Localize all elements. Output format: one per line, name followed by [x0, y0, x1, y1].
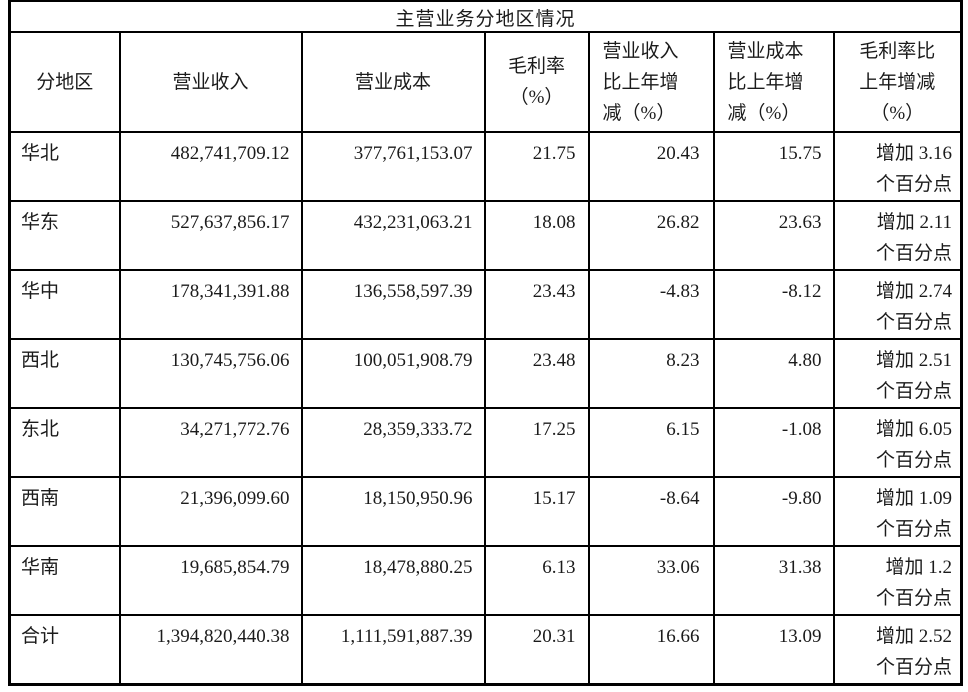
cell-region: 合计: [8, 614, 121, 686]
cell-revenue: 34,271,772.76: [118, 407, 303, 478]
cell-cost_change: 23.63: [712, 200, 835, 271]
cell-margin: 23.48: [483, 338, 590, 409]
cell-revenue_change: 33.06: [587, 545, 715, 616]
cell-revenue: 482,741,709.12: [118, 131, 303, 202]
cell-margin: 15.17: [483, 476, 590, 547]
col-header-margin: 毛利率 （%）: [483, 31, 590, 133]
cell-margin_change: 增加 2.52 个百分点: [832, 614, 963, 686]
col-header-margin-change: 毛利率比 上年增减 （%）: [832, 31, 963, 133]
cell-revenue: 178,341,391.88: [118, 269, 303, 340]
table-row: 合计 1,394,820,440.38 1,111,591,887.39 20.31 1…: [8, 614, 963, 686]
table-title: 主营业务分地区情况: [8, 0, 963, 33]
header-row: 分地区 营业收入 营业成本 毛利率 （%） 营业收入 比上年增 减（%） 营业成…: [8, 31, 963, 133]
region-breakdown-table: 主营业务分地区情况 分地区 营业收入 营业成本 毛利率 （%） 营业收入 比上年…: [8, 0, 964, 686]
cell-region: 西南: [8, 476, 121, 547]
cell-cost: 28,359,333.72: [300, 407, 486, 478]
cell-margin: 6.13: [483, 545, 590, 616]
table-row: 华南 19,685,854.79 18,478,880.25 6.13 33.06 31.…: [8, 545, 963, 616]
cell-region: 华北: [8, 131, 121, 202]
table-body: 华北 482,741,709.12 377,761,153.07 21.75 20.43…: [8, 131, 963, 686]
cell-margin_change: 增加 3.16 个百分点: [832, 131, 963, 202]
cell-margin: 20.31: [483, 614, 590, 686]
cell-cost: 432,231,063.21: [300, 200, 486, 271]
table-row: 华中 178,341,391.88 136,558,597.39 23.43 -4.83…: [8, 269, 963, 340]
cell-revenue_change: 8.23: [587, 338, 715, 409]
cell-region: 华中: [8, 269, 121, 340]
cell-region: 东北: [8, 407, 121, 478]
cell-cost: 377,761,153.07: [300, 131, 486, 202]
cell-cost: 18,150,950.96: [300, 476, 486, 547]
cell-cost_change: -9.80: [712, 476, 835, 547]
cell-revenue_change: 16.66: [587, 614, 715, 686]
cell-cost: 100,051,908.79: [300, 338, 486, 409]
cell-revenue_change: -8.64: [587, 476, 715, 547]
col-header-revenue: 营业收入: [118, 31, 303, 133]
col-header-revenue-change: 营业收入 比上年增 减（%）: [587, 31, 715, 133]
title-row: 主营业务分地区情况: [8, 0, 963, 33]
table-row: 华北 482,741,709.12 377,761,153.07 21.75 20.43…: [8, 131, 963, 202]
cell-margin_change: 增加 1.09 个百分点: [832, 476, 963, 547]
cell-margin_change: 增加 2.74 个百分点: [832, 269, 963, 340]
cell-cost: 1,111,591,887.39: [300, 614, 486, 686]
cell-cost: 136,558,597.39: [300, 269, 486, 340]
table-row: 西北 130,745,756.06 100,051,908.79 23.48 8.23 4…: [8, 338, 963, 409]
col-header-region: 分地区: [8, 31, 121, 133]
cell-revenue: 21,396,099.60: [118, 476, 303, 547]
cell-revenue: 527,637,856.17: [118, 200, 303, 271]
cell-revenue: 130,745,756.06: [118, 338, 303, 409]
cell-region: 西北: [8, 338, 121, 409]
table-row: 西南 21,396,099.60 18,150,950.96 15.17 -8.64 -9…: [8, 476, 963, 547]
cell-margin: 18.08: [483, 200, 590, 271]
cell-margin: 23.43: [483, 269, 590, 340]
cell-revenue: 19,685,854.79: [118, 545, 303, 616]
cell-revenue_change: 26.82: [587, 200, 715, 271]
cell-cost_change: 4.80: [712, 338, 835, 409]
cell-revenue_change: 6.15: [587, 407, 715, 478]
cell-cost: 18,478,880.25: [300, 545, 486, 616]
cell-region: 华东: [8, 200, 121, 271]
cell-cost_change: 13.09: [712, 614, 835, 686]
cell-margin_change: 增加 1.2 个百分点: [832, 545, 963, 616]
cell-margin_change: 增加 2.51 个百分点: [832, 338, 963, 409]
table-row: 东北 34,271,772.76 28,359,333.72 17.25 6.15 -1.…: [8, 407, 963, 478]
col-header-cost-change: 营业成本 比上年增 减（%）: [712, 31, 835, 133]
cell-margin_change: 增加 6.05 个百分点: [832, 407, 963, 478]
col-header-cost: 营业成本: [300, 31, 486, 133]
cell-revenue_change: -4.83: [587, 269, 715, 340]
cell-cost_change: -1.08: [712, 407, 835, 478]
cell-revenue_change: 20.43: [587, 131, 715, 202]
cell-cost_change: 31.38: [712, 545, 835, 616]
cell-cost_change: -8.12: [712, 269, 835, 340]
cell-margin: 21.75: [483, 131, 590, 202]
cell-margin_change: 增加 2.11 个百分点: [832, 200, 963, 271]
cell-cost_change: 15.75: [712, 131, 835, 202]
cell-revenue: 1,394,820,440.38: [118, 614, 303, 686]
table-row: 华东 527,637,856.17 432,231,063.21 18.08 26.82…: [8, 200, 963, 271]
cell-region: 华南: [8, 545, 121, 616]
cell-margin: 17.25: [483, 407, 590, 478]
